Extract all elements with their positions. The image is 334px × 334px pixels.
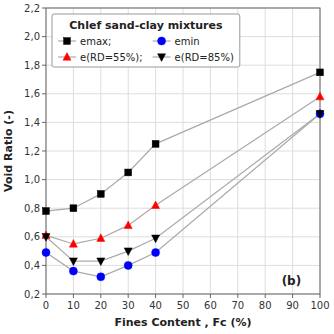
grid [46,8,320,294]
axes: 0 10 20 30 40 50 60 70 80 90 100 0,2 0,4 0,6 0,8 1,0 1,2… [24,3,329,312]
point [125,169,132,176]
annotation: (b) [282,274,302,288]
tick-label: 0 [43,300,49,311]
tick-label: 70 [231,300,244,311]
point [124,261,132,269]
legend-title: Chlef sand-clay mixtures [69,19,223,32]
tick-label: 30 [122,300,135,311]
grid-line [46,179,320,180]
point [43,208,50,215]
tick-label: 100 [310,300,329,311]
series-line [46,114,320,277]
tick-label: 2,2 [24,3,40,14]
tick-mark [73,294,74,298]
point [152,140,159,147]
legend-marker [64,38,71,45]
point [152,201,160,209]
legend-item: emax; [58,36,111,47]
series-line [46,72,320,211]
tick-mark [42,294,46,295]
tick-label: 90 [286,300,299,311]
tick-mark [42,8,46,9]
point [317,69,324,76]
point [316,110,324,118]
tick-mark [42,65,46,66]
tick-mark [42,265,46,266]
tick-mark [128,294,129,298]
tick-mark [183,294,184,298]
legend-marker [158,54,166,62]
legend-item: e(RD=55%); [58,52,143,63]
point [97,258,105,266]
tick-label: 10 [67,300,80,311]
grid-line [46,151,320,152]
tick-label: 1,4 [24,117,40,128]
legend-label: e(RD=85%) [175,52,234,63]
tick-label: 20 [94,300,107,311]
tick-label: 50 [177,300,190,311]
plot-frame [46,8,320,294]
grid-line [46,236,320,237]
legend-item: emin [153,36,200,47]
point [69,258,77,266]
tick-label: 1,2 [24,146,40,157]
tick-label: 0,4 [24,260,40,271]
point [316,92,324,100]
legend-label: emax; [80,36,111,47]
grid-line [46,208,320,209]
legend-label: e(RD=55%); [80,52,143,63]
point [97,273,105,281]
tick-mark [292,294,293,298]
tick-mark [46,294,47,298]
point [42,249,50,257]
legend-box [52,14,240,67]
point [97,234,105,242]
tick-label: 0,8 [24,203,40,214]
legend-marker [63,53,71,61]
tick-mark [265,294,266,298]
tick-mark [320,294,321,298]
point [316,111,324,119]
point [124,221,132,229]
legend-item: e(RD=85%) [153,52,234,63]
x-axis-label: Fines Content , Fc (%) [114,316,251,329]
point [97,191,104,198]
point [152,249,160,257]
data [42,69,324,281]
series-line [46,114,320,261]
chart: 0 10 20 30 40 50 60 70 80 90 100 0,2 0,4 0,6 0,8 1,0 1,2… [0,0,334,334]
tick-mark [155,294,156,298]
legend-marker [158,37,166,45]
point [69,267,77,275]
point [69,240,77,248]
legend-label: emin [175,36,200,47]
tick-mark [42,122,46,123]
tick-label: 60 [204,300,217,311]
grid-line [46,122,320,123]
legend: Chlef sand-clay mixtures emax; emin e(RD=55… [52,14,240,67]
point [42,234,50,242]
y-axis-label: Void Ratio (-) [2,110,15,192]
tick-label: 1,0 [24,174,40,185]
point [124,248,132,256]
series-line [46,97,320,244]
tick-label: 2,0 [24,31,40,42]
point [70,205,77,212]
tick-label: 0,2 [24,289,40,300]
tick-mark [42,179,46,180]
tick-mark [210,294,211,298]
point [152,235,160,243]
tick-label: 1,8 [24,60,40,71]
grid-line [46,265,320,266]
tick-label: 1,6 [24,88,40,99]
tick-mark [42,93,46,94]
tick-mark [42,151,46,152]
tick-mark [237,294,238,298]
tick-label: 40 [149,300,162,311]
tick-label: 0,6 [24,231,40,242]
tick-mark [42,36,46,37]
grid-line [46,93,320,94]
tick-mark [100,294,101,298]
tick-label: 80 [259,300,272,311]
